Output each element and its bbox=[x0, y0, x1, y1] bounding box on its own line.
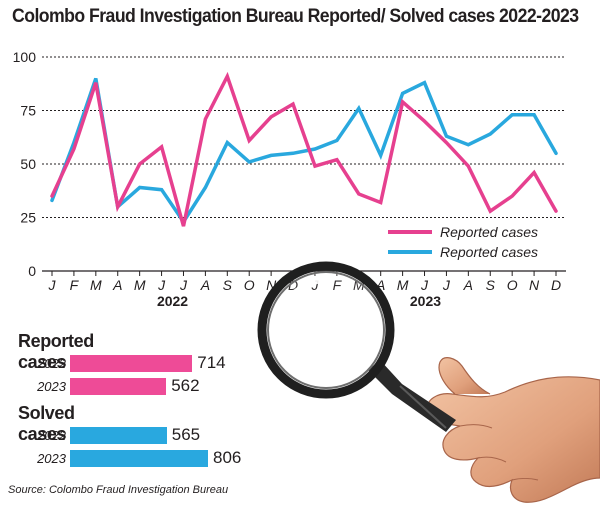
x-tick-label-5: J bbox=[157, 277, 166, 293]
series-line-1 bbox=[50, 77, 558, 225]
year-label-2023: 2023 bbox=[410, 293, 441, 309]
y-tick-label-100: 100 bbox=[13, 49, 37, 65]
bar-label-solved-2023: 2023 bbox=[37, 451, 66, 466]
x-tick-label-20: S bbox=[486, 277, 496, 293]
x-tick-label-10: N bbox=[266, 277, 277, 293]
x-tick-label-4: M bbox=[134, 277, 146, 293]
x-tick-label-15: A bbox=[375, 277, 385, 293]
y-tick-label-0: 0 bbox=[28, 263, 36, 279]
y-tick-label-50: 50 bbox=[20, 156, 36, 172]
x-tick-label-21: O bbox=[507, 277, 518, 293]
x-tick-label-7: A bbox=[200, 277, 210, 293]
x-tick-label-8: S bbox=[223, 277, 233, 293]
y-tick-label-75: 75 bbox=[20, 103, 36, 119]
x-tick-label-22: N bbox=[529, 277, 540, 293]
chart-title: Colombo Fraud Investigation Bureau Repor… bbox=[12, 6, 579, 27]
source-note: Source: Colombo Fraud Investigation Bure… bbox=[8, 484, 229, 496]
year-label-2022: 2022 bbox=[157, 293, 188, 309]
x-tick-label-18: J bbox=[442, 277, 451, 293]
bar-label-reported-2023: 2023 bbox=[37, 379, 66, 394]
solved-heading: Solved cases bbox=[18, 403, 75, 444]
bar-value-solved-2023: 806 bbox=[213, 448, 242, 467]
hand-magnifier-illustration bbox=[257, 261, 600, 503]
bar-value-reported-2023: 562 bbox=[171, 376, 200, 395]
x-tick-label-3: A bbox=[112, 277, 122, 293]
legend: Reported cases Reported cases bbox=[388, 224, 538, 260]
x-tick-label-1: F bbox=[70, 277, 80, 293]
x-tick-label-2: M bbox=[90, 277, 102, 293]
legend-label-1: Reported cases bbox=[440, 244, 538, 260]
reported-heading: Reported cases bbox=[18, 331, 94, 372]
series-line-0 bbox=[50, 71, 558, 227]
x-tick-label-6: J bbox=[179, 277, 188, 293]
x-tick-label-17: J bbox=[420, 277, 429, 293]
x-tick-label-16: M bbox=[397, 277, 409, 293]
bar-reported-2023 bbox=[70, 378, 167, 395]
x-tick-label-9: O bbox=[244, 277, 255, 293]
bar-solved-2022 bbox=[70, 427, 167, 444]
x-tick-label-23: D bbox=[551, 277, 561, 293]
bar-reported-2022 bbox=[70, 355, 193, 372]
bar-label-solved-2022: 2022 bbox=[37, 428, 66, 443]
series-lines bbox=[50, 71, 558, 227]
bar-value-solved-2022: 565 bbox=[171, 425, 201, 444]
bar-label-reported-2022: 2022 bbox=[37, 356, 66, 371]
x-tick-label-19: A bbox=[463, 277, 473, 293]
legend-label-0: Reported cases bbox=[440, 224, 538, 240]
y-tick-label-25: 25 bbox=[20, 210, 36, 226]
grid-lines bbox=[42, 56, 566, 218]
bar-solved-2023 bbox=[70, 450, 208, 467]
x-tick-label-0: J bbox=[48, 277, 57, 293]
bar-value-reported-2022: 714 bbox=[197, 353, 226, 372]
